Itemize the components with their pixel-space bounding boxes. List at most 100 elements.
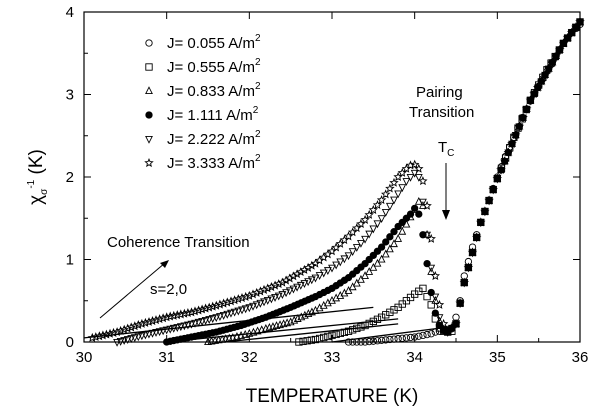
data-point: [320, 333, 328, 342]
data-point: [130, 334, 139, 343]
data-point: [344, 327, 353, 335]
data-point: [467, 247, 478, 257]
data-point: [119, 324, 129, 334]
data-point: [365, 319, 373, 328]
legend-label: J= 0.833 A/m2: [167, 81, 261, 100]
data-point: [390, 196, 398, 205]
data-point: [122, 323, 133, 333]
data-point: [219, 312, 228, 320]
data-point: [373, 258, 382, 267]
tc-arrowhead: [442, 210, 450, 220]
data-point: [193, 305, 204, 315]
data-point: [364, 209, 374, 219]
data-point: [529, 88, 539, 98]
data-point: [296, 281, 305, 290]
data-point: [295, 338, 303, 346]
x-tick-label: 33: [324, 349, 341, 366]
data-point: [518, 112, 528, 122]
data-point: [555, 44, 565, 54]
legend-label: J= 2.222 A/m2: [167, 129, 261, 148]
data-point: [385, 183, 395, 193]
data-point: [336, 329, 344, 337]
data-point: [365, 267, 374, 275]
data-point: [390, 306, 398, 314]
data-point: [510, 130, 521, 140]
data-point: [165, 311, 175, 321]
data-point: [484, 195, 494, 205]
data-point: [293, 283, 302, 292]
data-point: [307, 276, 316, 285]
data-point: [216, 313, 224, 321]
data-point: [492, 173, 502, 183]
data-point: [389, 177, 399, 187]
data-point: [266, 282, 277, 292]
data-point: [154, 314, 165, 324]
data-point: [547, 57, 558, 67]
data-point: [278, 291, 287, 299]
data-point: [386, 335, 394, 344]
data-point: [282, 289, 291, 298]
legend-marker: [144, 158, 154, 168]
data-point: [344, 252, 353, 261]
data-point: [369, 225, 378, 234]
data-point: [147, 316, 158, 326]
series-6: [87, 16, 585, 342]
data-point: [390, 228, 398, 236]
data-point: [381, 249, 390, 258]
data-point: [382, 336, 390, 344]
data-point: [260, 298, 268, 307]
data-point: [459, 277, 470, 287]
data-point: [349, 338, 357, 346]
data-point: [422, 200, 432, 210]
data-point: [496, 164, 506, 174]
data-point: [353, 338, 361, 346]
data-point: [431, 293, 440, 302]
data-point: [455, 298, 465, 308]
data-point: [304, 278, 313, 287]
data-point: [292, 269, 302, 279]
data-point: [361, 271, 369, 280]
data-point: [151, 315, 161, 325]
data-point: [133, 320, 143, 330]
data-point: [382, 311, 390, 319]
y-tick-label: 4: [66, 4, 74, 21]
data-point: [381, 189, 391, 199]
data-point: [369, 317, 377, 326]
x-tick-label: 36: [572, 349, 589, 366]
data-point: [227, 309, 235, 318]
data-point: [332, 330, 340, 339]
y-tick-label: 2: [66, 169, 74, 186]
data-point: [361, 235, 369, 244]
data-point: [575, 16, 585, 26]
data-point: [176, 323, 185, 332]
y-tick-label: 0: [66, 334, 74, 351]
data-point: [274, 292, 283, 301]
data-point: [315, 272, 324, 280]
legend-label: J= 1.111 A/m2: [167, 105, 259, 124]
data-point: [488, 184, 498, 194]
data-point: [385, 202, 394, 211]
data-point: [127, 335, 136, 344]
data-point: [344, 338, 353, 346]
data-point: [382, 238, 390, 246]
data-point: [414, 163, 424, 173]
legend-label: J= 0.555 A/m2: [167, 57, 261, 76]
data-point: [318, 252, 329, 262]
data-point: [267, 295, 276, 304]
annotation-pairing: Pairing: [416, 84, 463, 101]
data-point: [162, 312, 172, 322]
data-point: [116, 338, 125, 346]
coherence-arrowhead: [160, 260, 169, 268]
data-point: [507, 138, 517, 148]
y-tick-label: 1: [66, 252, 74, 269]
data-point: [430, 271, 440, 281]
data-point: [134, 333, 143, 342]
annotation-s-value: s=2,0: [150, 281, 187, 298]
data-point: [390, 335, 398, 343]
data-point: [348, 282, 357, 291]
data-point: [376, 195, 387, 205]
data-point: [152, 329, 160, 337]
data-point: [168, 310, 179, 320]
data-point: [328, 331, 336, 340]
